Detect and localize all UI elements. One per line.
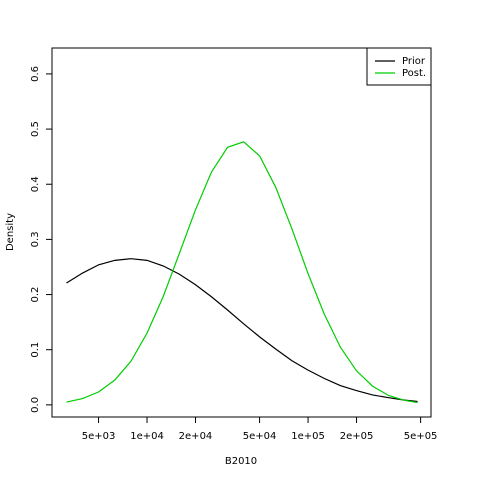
x-tick-label: 2e+05 [340, 431, 374, 442]
x-tick-label: 5e+03 [82, 431, 116, 442]
x-tick-label: 1e+04 [130, 431, 164, 442]
series-line [66, 258, 418, 403]
y-tick-label: 0.1 [30, 342, 41, 358]
y-tick-label: 0.4 [30, 176, 41, 192]
y-tick-label: 0.6 [30, 66, 41, 82]
x-tick-label: 5e+04 [243, 431, 277, 442]
x-tick-label: 1e+05 [291, 431, 325, 442]
series-line [66, 141, 418, 404]
legend-label: Post. [402, 68, 426, 79]
y-tick-label: 0.0 [30, 397, 41, 413]
legend-label: Prior [402, 56, 426, 67]
x-tick-label: 2e+04 [179, 431, 213, 442]
plot-box [51, 47, 432, 418]
y-tick-label: 0.2 [30, 287, 41, 303]
y-axis-label: Density [5, 213, 16, 251]
legend-box [366, 47, 432, 86]
x-axis-label: B2010 [225, 456, 257, 467]
y-tick-label: 0.3 [30, 231, 41, 247]
x-tick-label: 5e+05 [404, 431, 438, 442]
y-tick-label: 0.5 [30, 121, 41, 137]
